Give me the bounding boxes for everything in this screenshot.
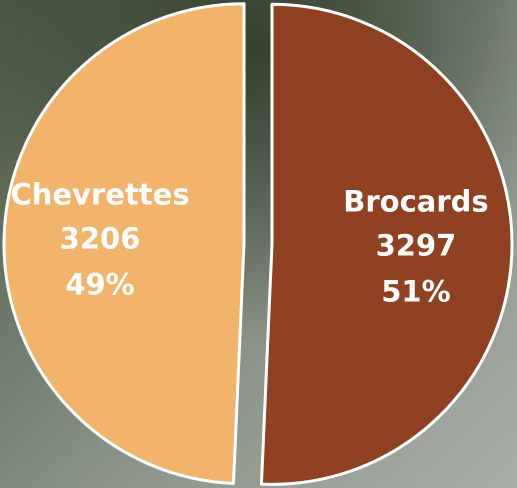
pie-slice — [259, 2, 514, 486]
slice-percent-label: 49% — [65, 268, 134, 302]
slice-labels: Brocards 3297 51% Chevrettes 3206 49% — [10, 178, 488, 309]
slice-category-label: Brocards — [343, 184, 488, 218]
slice-category-label: Chevrettes — [10, 178, 189, 212]
pie-slice — [2, 2, 246, 485]
slice-percent-label: 51% — [381, 274, 450, 308]
slice-value-label: 3206 — [60, 222, 141, 256]
slice-value-label: 3297 — [376, 228, 457, 262]
